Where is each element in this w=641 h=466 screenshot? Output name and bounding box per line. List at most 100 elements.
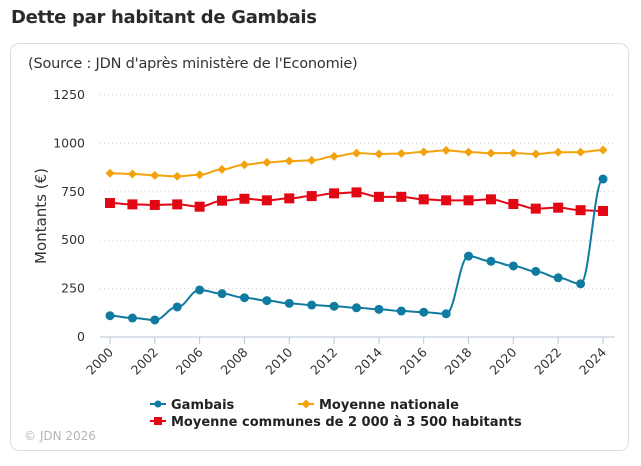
data-point bbox=[351, 187, 362, 198]
x-tick-label: 2024 bbox=[576, 344, 609, 377]
legend-label: Moyenne communes de 2 000 à 3 500 habita… bbox=[171, 415, 522, 430]
data-point bbox=[239, 293, 249, 303]
x-tick-label: 2002 bbox=[128, 345, 161, 378]
series-1 bbox=[105, 145, 608, 181]
series-0 bbox=[105, 174, 608, 325]
data-point bbox=[262, 157, 272, 167]
data-point bbox=[508, 261, 518, 271]
data-point bbox=[531, 149, 541, 159]
data-point bbox=[127, 313, 137, 323]
data-point bbox=[441, 145, 451, 155]
data-point bbox=[463, 195, 474, 206]
x-tick-label: 2018 bbox=[442, 344, 475, 377]
legend-item[interactable]: Gambais bbox=[150, 398, 235, 413]
x-tick-label: 2012 bbox=[307, 345, 340, 378]
data-point bbox=[598, 205, 608, 216]
data-point bbox=[373, 191, 384, 202]
data-point bbox=[553, 273, 563, 283]
data-point bbox=[261, 195, 272, 206]
data-point bbox=[352, 303, 361, 313]
legend-item[interactable]: Moyenne communes de 2 000 à 3 500 habita… bbox=[150, 415, 522, 430]
data-point bbox=[575, 205, 586, 216]
data-point bbox=[284, 193, 295, 204]
data-point bbox=[105, 168, 115, 178]
data-point bbox=[150, 170, 160, 180]
x-tick-label: 2010 bbox=[262, 344, 295, 377]
data-point bbox=[576, 279, 586, 289]
x-axis: 2000 2002 2006 2008 2010 2012 2014 2016 2018 2020… bbox=[83, 336, 615, 378]
data-point bbox=[531, 266, 541, 276]
legend: Gambais Moyenne nationale Moyenne communes… bbox=[150, 398, 522, 430]
data-point bbox=[239, 160, 249, 170]
data-point bbox=[598, 145, 608, 155]
data-point bbox=[352, 148, 361, 158]
x-tick-label: 2014 bbox=[352, 344, 385, 377]
data-point bbox=[576, 147, 586, 157]
data-point bbox=[217, 289, 227, 299]
data-point bbox=[441, 195, 452, 206]
data-point bbox=[464, 251, 474, 261]
data-point bbox=[419, 307, 429, 317]
data-point bbox=[172, 302, 182, 312]
data-point bbox=[508, 148, 518, 158]
data-point bbox=[530, 203, 541, 214]
data-point bbox=[396, 148, 406, 158]
data-point bbox=[262, 296, 272, 306]
data-point bbox=[127, 169, 137, 179]
page-title: Dette par habitant de Gambais bbox=[11, 7, 317, 28]
data-point bbox=[441, 309, 451, 319]
legend-marker bbox=[154, 400, 162, 408]
data-point bbox=[307, 155, 317, 165]
data-point bbox=[329, 301, 339, 311]
copyright: © JDN 2026 bbox=[24, 429, 96, 443]
chart-card bbox=[10, 43, 629, 451]
y-axis-title: Montants (€) bbox=[32, 168, 50, 264]
data-point bbox=[418, 194, 429, 205]
data-point bbox=[194, 201, 205, 212]
legend-marker bbox=[154, 417, 162, 425]
series-2 bbox=[105, 187, 608, 216]
data-point bbox=[307, 300, 317, 310]
y-tick-label: 0 bbox=[77, 329, 85, 344]
series-group bbox=[105, 145, 608, 325]
data-point bbox=[329, 188, 340, 199]
x-tick-label: 2006 bbox=[173, 344, 206, 377]
data-point bbox=[284, 298, 294, 308]
x-tick-label: 2000 bbox=[83, 344, 116, 377]
data-point bbox=[553, 147, 563, 157]
data-point bbox=[127, 199, 138, 210]
x-tick-label: 2022 bbox=[531, 345, 564, 378]
data-point bbox=[172, 199, 183, 210]
data-point bbox=[486, 148, 496, 158]
legend-item[interactable]: Moyenne nationale bbox=[298, 398, 459, 413]
data-point bbox=[485, 194, 496, 205]
data-point bbox=[464, 147, 474, 157]
data-point bbox=[419, 147, 429, 157]
data-point bbox=[172, 171, 182, 181]
data-point bbox=[553, 202, 564, 213]
data-point bbox=[329, 151, 339, 161]
data-point bbox=[149, 199, 160, 210]
y-tick-label: 250 bbox=[61, 281, 85, 296]
x-tick-label: 2020 bbox=[486, 344, 519, 377]
y-tick-label: 750 bbox=[61, 184, 85, 199]
x-tick-label: 2016 bbox=[397, 344, 430, 377]
data-point bbox=[374, 304, 384, 314]
y-tick-label: 1250 bbox=[53, 87, 85, 102]
data-point bbox=[396, 191, 407, 202]
legend-marker bbox=[301, 399, 311, 409]
legend-label: Gambais bbox=[171, 398, 235, 413]
data-point bbox=[284, 156, 294, 166]
y-tick-label: 1000 bbox=[53, 135, 85, 150]
x-tick-label: 2008 bbox=[217, 344, 250, 377]
data-point bbox=[306, 191, 317, 202]
chart-source: (Source : JDN d'après ministère de l'Eco… bbox=[28, 56, 358, 72]
data-point bbox=[396, 306, 406, 316]
y-axis-ticks: 0 250 500 750 1000 1250 bbox=[53, 87, 85, 344]
data-point bbox=[239, 193, 250, 204]
data-point bbox=[195, 285, 205, 295]
data-point bbox=[598, 174, 608, 184]
data-point bbox=[217, 195, 228, 206]
data-point bbox=[105, 311, 115, 321]
